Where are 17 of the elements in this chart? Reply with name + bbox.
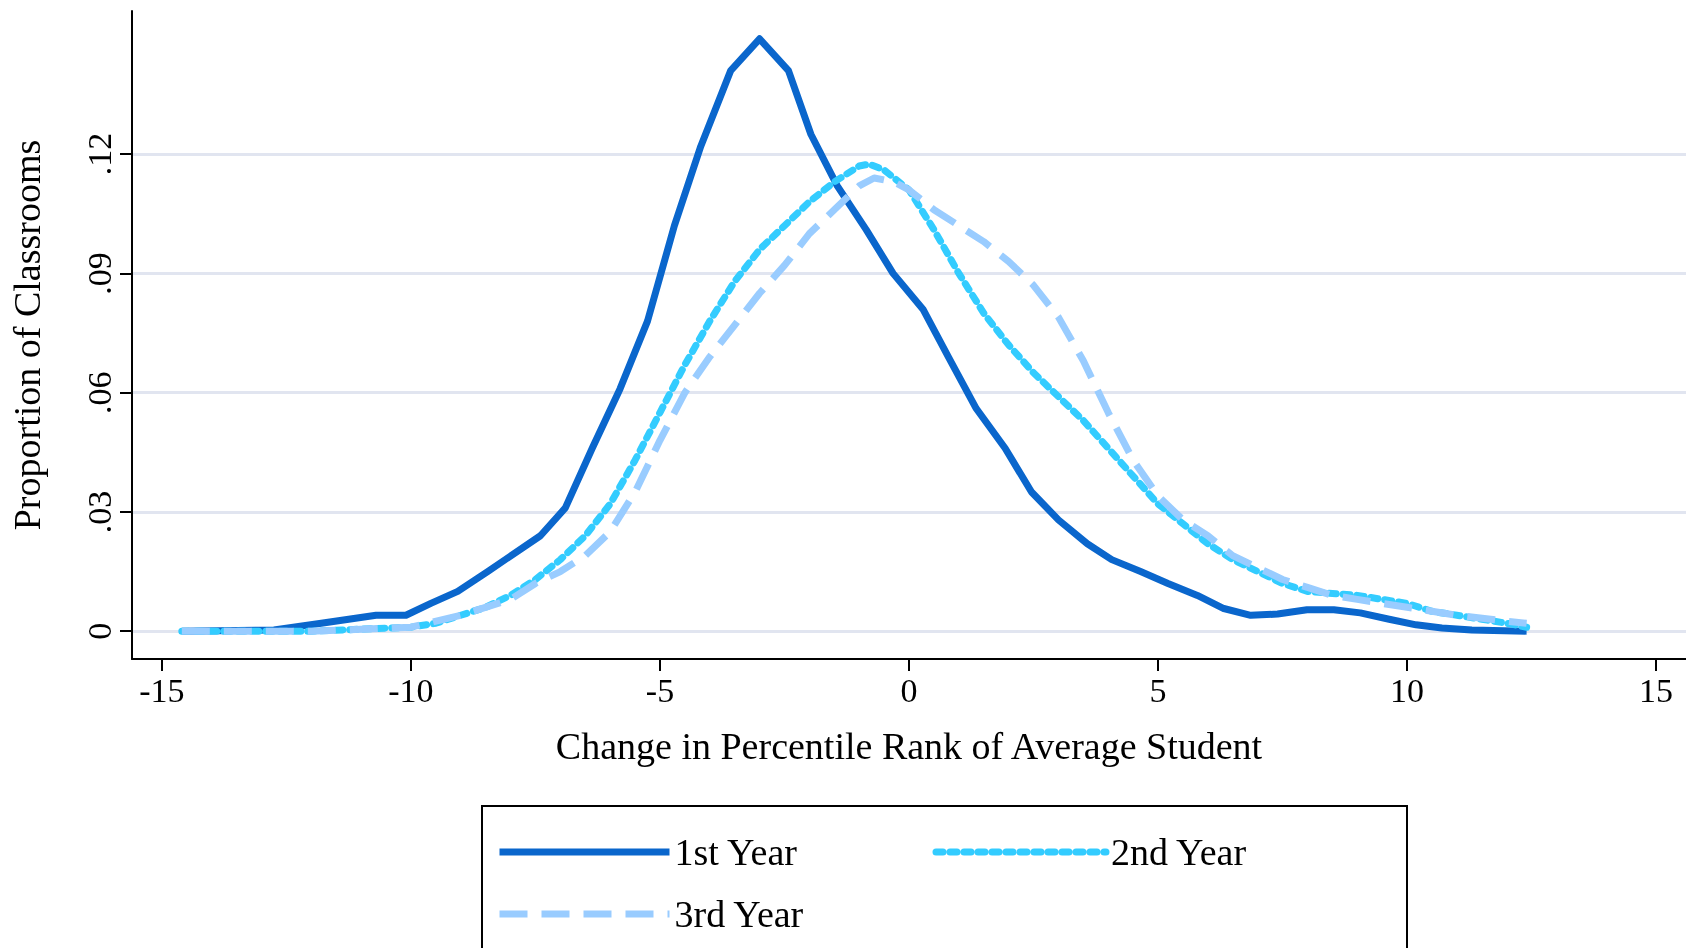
- y-tick-label: 0: [80, 622, 118, 640]
- x-tick-label: -10: [388, 671, 434, 709]
- y-tick-label: .06: [80, 371, 118, 414]
- x-axis-title: Change in Percentile Rank of Average Student: [555, 725, 1263, 767]
- y-tick-label: .09: [80, 252, 118, 295]
- y-tick-label: .03: [80, 490, 118, 534]
- legend-label: 3rd Year: [674, 893, 804, 935]
- y-axis-title: Proportion of Classrooms: [6, 139, 48, 531]
- x-tick-label: 15: [1639, 671, 1674, 709]
- x-tick-label: -5: [645, 671, 675, 709]
- x-tick-label: -15: [139, 671, 185, 709]
- x-tick-label: 0: [900, 671, 918, 709]
- x-tick-label: 10: [1390, 671, 1425, 709]
- legend-label: 1st Year: [674, 831, 798, 873]
- legend-label: 2nd Year: [1111, 831, 1247, 873]
- y-tick-label: .12: [80, 132, 118, 176]
- x-tick-label: 5: [1149, 671, 1167, 709]
